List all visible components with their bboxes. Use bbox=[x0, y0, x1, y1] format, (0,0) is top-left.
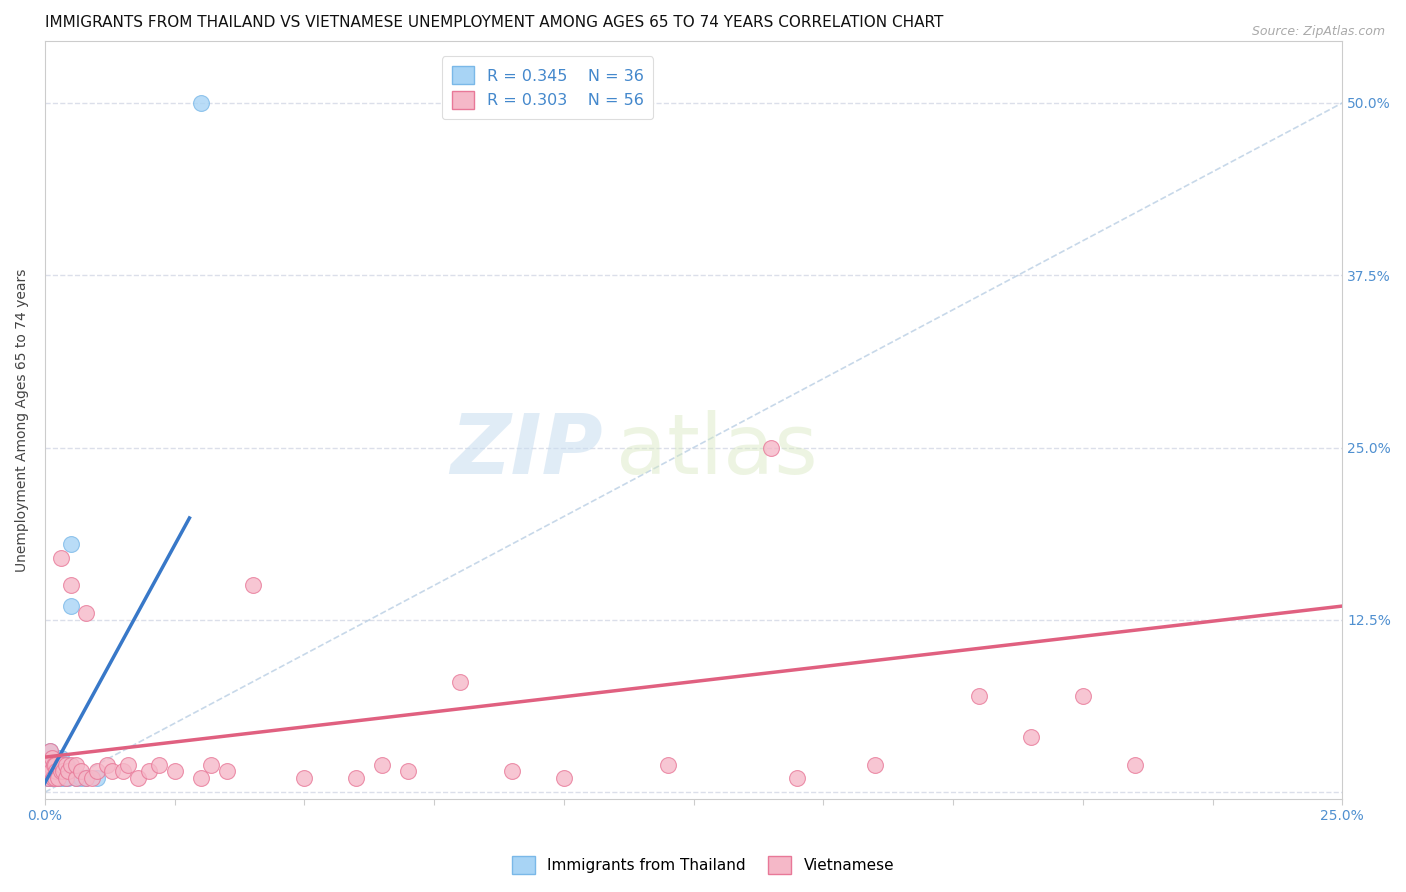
Point bbox=[46, 772, 69, 786]
Point bbox=[553, 772, 575, 786]
Point bbox=[44, 757, 66, 772]
Point bbox=[501, 764, 523, 779]
Point bbox=[42, 757, 65, 772]
Point bbox=[65, 772, 87, 786]
Point bbox=[70, 772, 93, 786]
Point bbox=[42, 772, 65, 786]
Point bbox=[44, 757, 66, 772]
Point bbox=[55, 772, 77, 786]
Point bbox=[190, 772, 212, 786]
Point bbox=[396, 764, 419, 779]
Point bbox=[967, 689, 990, 703]
Point bbox=[41, 750, 63, 764]
Point bbox=[39, 744, 62, 758]
Point bbox=[294, 772, 316, 786]
Point bbox=[52, 764, 75, 779]
Point bbox=[59, 599, 82, 613]
Point bbox=[865, 757, 887, 772]
Point bbox=[45, 764, 67, 779]
Point bbox=[111, 764, 134, 779]
Point bbox=[117, 757, 139, 772]
Text: Source: ZipAtlas.com: Source: ZipAtlas.com bbox=[1251, 25, 1385, 38]
Point bbox=[35, 757, 58, 772]
Point bbox=[80, 772, 103, 786]
Text: atlas: atlas bbox=[616, 409, 817, 491]
Point bbox=[761, 441, 783, 455]
Point bbox=[49, 757, 72, 772]
Point bbox=[42, 772, 65, 786]
Point bbox=[101, 764, 124, 779]
Point bbox=[42, 757, 65, 772]
Point bbox=[55, 764, 77, 779]
Point bbox=[42, 764, 65, 779]
Point bbox=[65, 772, 87, 786]
Point bbox=[190, 95, 212, 110]
Point bbox=[86, 764, 108, 779]
Point bbox=[96, 757, 118, 772]
Point bbox=[371, 757, 394, 772]
Point bbox=[37, 772, 59, 786]
Point bbox=[242, 578, 264, 592]
Point bbox=[51, 764, 73, 779]
Point bbox=[38, 772, 60, 786]
Point bbox=[44, 764, 66, 779]
Point bbox=[86, 772, 108, 786]
Point bbox=[344, 772, 367, 786]
Text: IMMIGRANTS FROM THAILAND VS VIETNAMESE UNEMPLOYMENT AMONG AGES 65 TO 74 YEARS CO: IMMIGRANTS FROM THAILAND VS VIETNAMESE U… bbox=[45, 15, 943, 30]
Point bbox=[70, 764, 93, 779]
Point bbox=[200, 757, 222, 772]
Point bbox=[49, 550, 72, 565]
Point bbox=[76, 772, 98, 786]
Point bbox=[49, 757, 72, 772]
Point bbox=[59, 537, 82, 551]
Point bbox=[49, 764, 72, 779]
Legend: Immigrants from Thailand, Vietnamese: Immigrants from Thailand, Vietnamese bbox=[506, 850, 900, 880]
Point bbox=[45, 757, 67, 772]
Point bbox=[49, 772, 72, 786]
Point bbox=[55, 757, 77, 772]
Point bbox=[39, 764, 62, 779]
Point bbox=[58, 772, 80, 786]
Point bbox=[65, 757, 87, 772]
Y-axis label: Unemployment Among Ages 65 to 74 years: Unemployment Among Ages 65 to 74 years bbox=[15, 268, 30, 572]
Point bbox=[37, 772, 59, 786]
Point bbox=[51, 757, 73, 772]
Point bbox=[38, 764, 60, 779]
Point bbox=[76, 606, 98, 620]
Point bbox=[45, 764, 67, 779]
Point bbox=[39, 744, 62, 758]
Point bbox=[76, 772, 98, 786]
Point bbox=[44, 772, 66, 786]
Point bbox=[49, 764, 72, 779]
Point bbox=[163, 764, 186, 779]
Point bbox=[53, 772, 76, 786]
Point bbox=[44, 757, 66, 772]
Point bbox=[148, 757, 170, 772]
Point bbox=[449, 674, 471, 689]
Text: ZIP: ZIP bbox=[450, 409, 603, 491]
Point bbox=[138, 764, 160, 779]
Point bbox=[49, 750, 72, 764]
Point bbox=[55, 757, 77, 772]
Point bbox=[58, 764, 80, 779]
Point bbox=[55, 757, 77, 772]
Point bbox=[657, 757, 679, 772]
Point bbox=[127, 772, 149, 786]
Point bbox=[46, 772, 69, 786]
Point bbox=[41, 750, 63, 764]
Point bbox=[786, 772, 808, 786]
Legend: R = 0.345    N = 36, R = 0.303    N = 56: R = 0.345 N = 36, R = 0.303 N = 56 bbox=[441, 56, 654, 119]
Point bbox=[59, 757, 82, 772]
Point bbox=[44, 772, 66, 786]
Point bbox=[39, 757, 62, 772]
Point bbox=[39, 757, 62, 772]
Point bbox=[215, 764, 238, 779]
Point bbox=[59, 578, 82, 592]
Point bbox=[1019, 730, 1042, 744]
Point bbox=[39, 764, 62, 779]
Point bbox=[1123, 757, 1146, 772]
Point bbox=[46, 750, 69, 764]
Point bbox=[1071, 689, 1094, 703]
Point bbox=[52, 757, 75, 772]
